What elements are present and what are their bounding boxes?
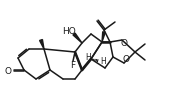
Text: H: H [85, 53, 91, 62]
Polygon shape [40, 40, 44, 50]
Text: O: O [122, 55, 130, 64]
Polygon shape [102, 32, 105, 43]
Text: HO: HO [62, 27, 76, 36]
Text: H: H [100, 57, 106, 66]
Text: O: O [4, 66, 11, 75]
Text: O: O [121, 39, 127, 48]
Text: F: F [70, 60, 76, 69]
Polygon shape [73, 34, 82, 44]
